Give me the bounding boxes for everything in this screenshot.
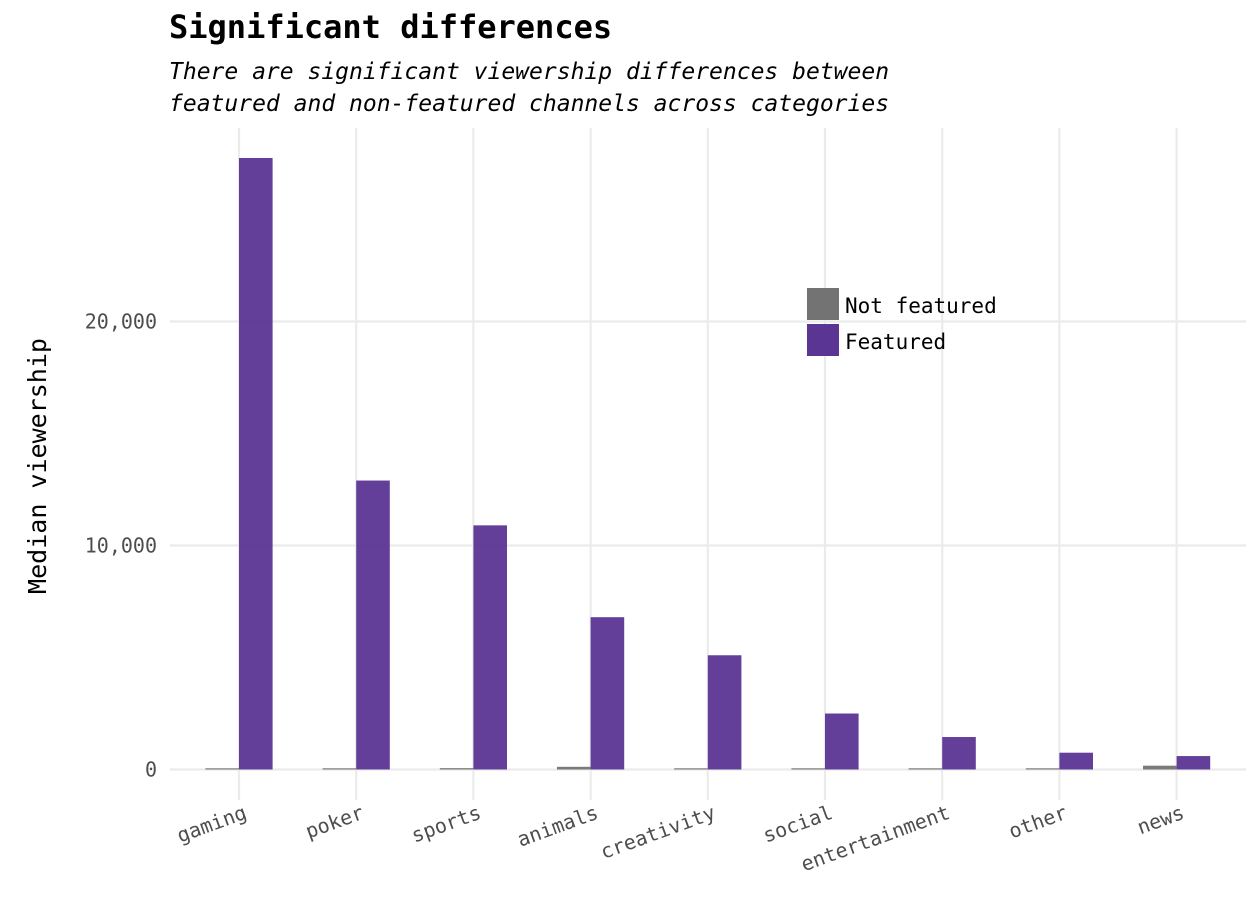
bar-featured-social — [825, 713, 859, 770]
chart-title: Significant differences — [169, 8, 613, 46]
bars — [205, 157, 1211, 770]
bar-not-featured-creativity — [674, 768, 708, 770]
legend-label: Featured — [845, 330, 946, 354]
bar-not-featured-animals — [557, 766, 591, 770]
y-tick-label: 0 — [145, 758, 157, 782]
x-tick-label: sports — [408, 800, 484, 847]
y-tick-label: 20,000 — [85, 310, 157, 334]
bar-not-featured-other — [1025, 768, 1060, 770]
y-tick-label: 10,000 — [85, 534, 157, 558]
legend: Not featured Featured — [807, 288, 997, 356]
bar-featured-creativity — [707, 655, 742, 770]
legend-key-featured — [807, 324, 839, 356]
bar-featured-entertainment — [942, 737, 976, 770]
bar-not-featured-entertainment — [908, 768, 943, 770]
bar-featured-gaming — [239, 157, 273, 770]
subtitle-line-2: featured and non-featured channels acros… — [169, 91, 890, 117]
y-axis: 0 10,000 20,000 — [85, 310, 157, 782]
bar-not-featured-news — [1143, 765, 1177, 770]
bar-featured-animals — [590, 617, 625, 770]
bar-not-featured-social — [791, 768, 825, 770]
x-tick-label: other — [1005, 800, 1070, 843]
bar-not-featured-gaming — [205, 768, 239, 770]
bar-featured-other — [1059, 752, 1093, 770]
chart-subtitle: There are significant viewership differe… — [169, 56, 889, 120]
bar-featured-news — [1176, 756, 1211, 770]
legend-key-not-featured — [807, 288, 839, 320]
x-tick-label: poker — [302, 800, 367, 843]
y-axis-label: Median viewership — [23, 338, 52, 594]
x-tick-label: animals — [514, 800, 601, 851]
bar-featured-sports — [473, 525, 507, 770]
x-tick-label: social — [760, 800, 836, 847]
subtitle-line-1: There are significant viewership differe… — [169, 59, 890, 85]
bar-not-featured-poker — [322, 768, 357, 770]
bar-not-featured-sports — [439, 768, 474, 770]
legend-label: Not featured — [845, 294, 997, 318]
x-tick-label: creativity — [597, 800, 718, 864]
bar-featured-poker — [356, 480, 390, 770]
x-tick-label: gaming — [174, 800, 250, 847]
x-tick-label: news — [1134, 800, 1187, 839]
